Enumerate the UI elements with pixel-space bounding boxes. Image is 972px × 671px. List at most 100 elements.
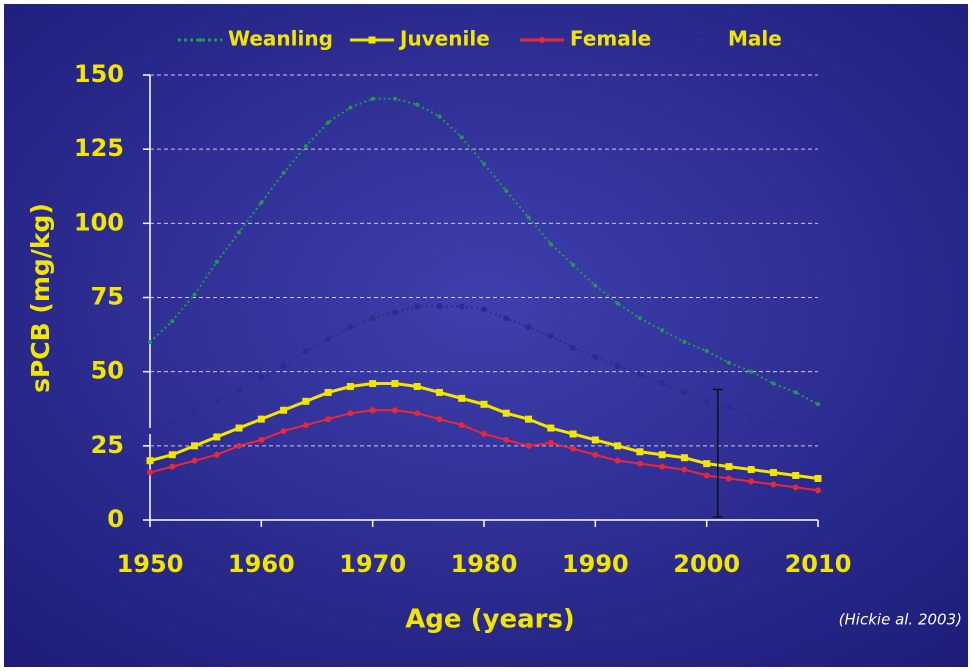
legend-label: Male — [728, 27, 782, 51]
x-tick-label: 1950 — [117, 550, 184, 578]
x-tick-label: 1990 — [562, 550, 629, 578]
data-point — [281, 170, 286, 175]
data-point — [391, 309, 398, 316]
data-point — [213, 433, 221, 441]
legend-label: Female — [570, 27, 651, 51]
data-point — [658, 451, 666, 459]
data-point — [191, 457, 198, 464]
data-point — [458, 303, 465, 310]
data-point — [369, 380, 377, 388]
source-note: (Hickie al. 2003) — [839, 611, 962, 629]
data-point — [391, 380, 399, 388]
y-axis-label: sPCB (mg/kg) — [26, 203, 55, 393]
data-point — [170, 319, 175, 324]
data-point — [682, 340, 687, 344]
data-point — [615, 301, 620, 306]
data-point — [481, 306, 487, 313]
data-point — [147, 428, 153, 434]
data-point — [769, 469, 777, 477]
data-point — [703, 398, 710, 405]
data-point — [302, 347, 309, 354]
data-point — [725, 463, 733, 471]
data-point — [770, 481, 777, 488]
data-point — [169, 463, 176, 470]
data-point — [547, 439, 554, 446]
data-point — [213, 398, 220, 405]
data-point — [148, 340, 152, 344]
data-point — [725, 404, 732, 411]
data-point — [482, 162, 486, 166]
data-point — [547, 424, 555, 432]
data-point — [169, 419, 176, 426]
data-point — [258, 436, 265, 443]
data-point — [502, 409, 510, 417]
data-point — [703, 472, 710, 479]
data-point — [414, 410, 421, 417]
data-point — [525, 442, 532, 449]
data-point — [436, 416, 443, 423]
data-point — [570, 344, 577, 351]
data-point — [437, 114, 442, 119]
data-point — [636, 460, 643, 467]
data-point — [391, 407, 398, 414]
data-point — [168, 451, 176, 459]
data-point — [324, 388, 332, 396]
data-point — [280, 362, 287, 369]
data-point — [458, 394, 466, 402]
data-point — [815, 487, 821, 494]
data-point — [570, 445, 577, 452]
legend-marker — [368, 36, 376, 44]
x-tick-label: 1980 — [451, 550, 518, 578]
data-point — [369, 315, 376, 322]
data-point — [703, 460, 711, 468]
data-point — [726, 360, 731, 365]
data-point — [503, 436, 510, 443]
data-point — [191, 410, 198, 417]
data-point — [614, 362, 621, 369]
data-point — [792, 472, 800, 479]
data-point — [593, 283, 598, 288]
data-point — [725, 475, 732, 482]
data-point — [591, 436, 599, 444]
data-point — [592, 451, 599, 458]
data-point — [525, 324, 532, 331]
data-point — [548, 242, 553, 247]
x-axis-label: Age (years) — [405, 605, 575, 635]
data-point — [257, 415, 265, 423]
x-tick-label: 1970 — [339, 550, 406, 578]
data-point — [771, 381, 776, 386]
data-point — [325, 336, 332, 343]
data-point — [237, 230, 242, 235]
data-point — [346, 383, 354, 390]
data-point — [459, 135, 464, 140]
data-point — [659, 380, 666, 387]
data-point — [659, 463, 666, 470]
data-point — [681, 466, 688, 473]
data-point — [214, 259, 219, 264]
data-point — [480, 400, 488, 408]
data-point — [436, 303, 443, 310]
data-point — [348, 105, 353, 110]
data-point — [814, 474, 822, 482]
y-tick-label: 0 — [107, 505, 124, 533]
data-point — [660, 328, 665, 333]
legend-label: Juvenile — [398, 27, 490, 51]
x-tick-label: 1960 — [228, 550, 295, 578]
data-point — [326, 120, 331, 125]
data-point — [414, 303, 421, 310]
y-tick-label: 125 — [74, 134, 124, 162]
data-point — [770, 419, 777, 426]
data-point — [146, 457, 154, 465]
data-point — [413, 383, 421, 390]
x-tick-label: 2000 — [673, 550, 740, 578]
data-point — [614, 457, 621, 464]
data-point — [435, 388, 443, 396]
data-point — [147, 469, 153, 476]
data-point — [748, 413, 755, 420]
data-point — [481, 430, 487, 437]
data-point — [258, 374, 265, 381]
data-point — [569, 430, 577, 438]
background — [4, 4, 968, 667]
